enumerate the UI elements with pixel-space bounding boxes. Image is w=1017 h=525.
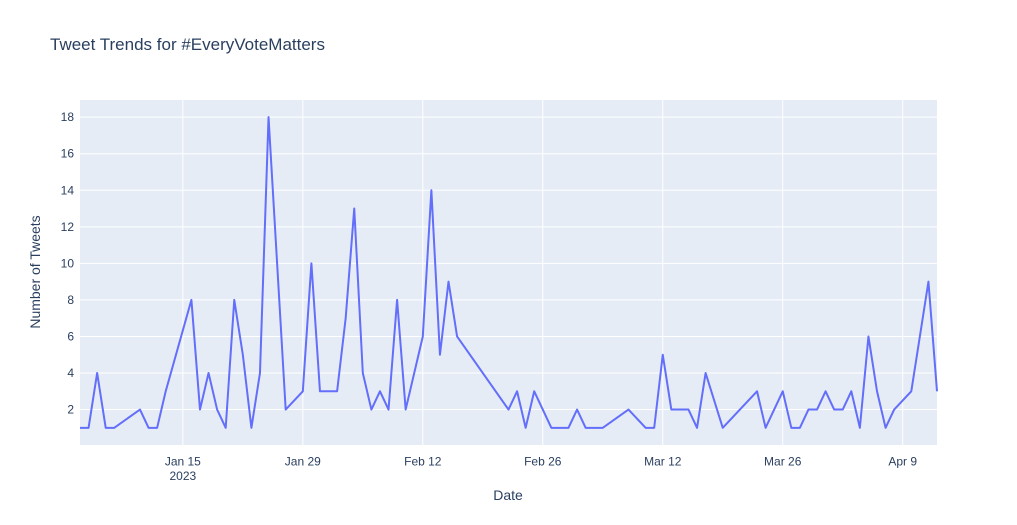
y-tick-label: 8	[67, 293, 74, 307]
grid	[80, 100, 937, 445]
y-tick-label: 6	[67, 329, 74, 343]
x-tick-label: Feb 12	[404, 455, 442, 469]
x-axis-title: Date	[493, 487, 523, 503]
x-tick-label: Jan 15 2023	[165, 455, 201, 483]
x-tick-label: Feb 26	[524, 455, 562, 469]
x-tick-label: Apr 9	[888, 455, 917, 469]
line-series	[80, 116, 938, 429]
chart-title: Tweet Trends for #EveryVoteMatters	[50, 35, 325, 54]
y-tick-label: 18	[61, 110, 75, 124]
y-tick-label: 4	[67, 366, 74, 380]
y-tick-label: 16	[61, 147, 75, 161]
y-tick-label: 14	[61, 183, 75, 197]
plot-area	[80, 100, 937, 445]
y-tick-label: 10	[61, 256, 75, 270]
x-tick-label: Jan 29	[285, 455, 321, 469]
y-tick-label: 2	[67, 403, 74, 417]
y-axis-title: Number of Tweets	[27, 215, 43, 328]
x-tick-label: Mar 12	[644, 455, 682, 469]
x-tick-label: Mar 26	[764, 455, 802, 469]
y-tick-label: 12	[61, 220, 75, 234]
